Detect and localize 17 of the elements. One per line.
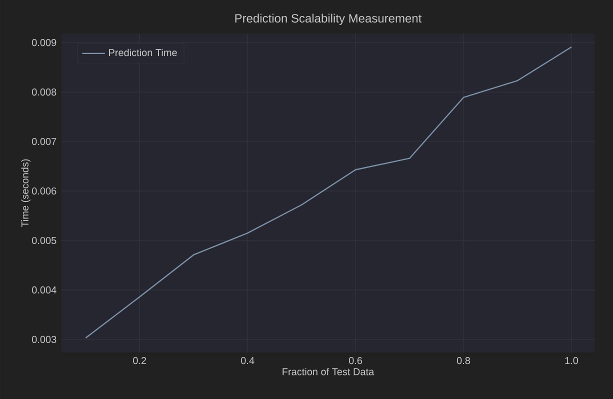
y-tick-label: 0.004	[32, 286, 56, 294]
chart-title: Prediction Scalability Measurement	[235, 14, 422, 25]
x-tick-label: 0.6	[348, 357, 362, 364]
x-tick-label: 0.8	[456, 357, 470, 364]
y-tick-label: 0.006	[32, 187, 56, 195]
y-axis-title: Time (seconds)	[21, 159, 30, 228]
y-tick-label: 0.009	[32, 39, 56, 46]
y-tick-label: 0.005	[32, 236, 56, 244]
x-axis-title: Fraction of Test Data	[282, 368, 374, 376]
x-tick-label: 0.4	[241, 357, 254, 364]
line-series	[85, 46, 572, 339]
x-tick-label: 0.2	[133, 357, 146, 364]
x-tick-label: 1.0	[565, 357, 578, 364]
legend-label: Prediction Time	[109, 48, 177, 56]
y-tick-label: 0.007	[32, 138, 56, 146]
y-tick-label: 0.003	[32, 336, 56, 343]
y-tick-label: 0.008	[32, 88, 56, 96]
